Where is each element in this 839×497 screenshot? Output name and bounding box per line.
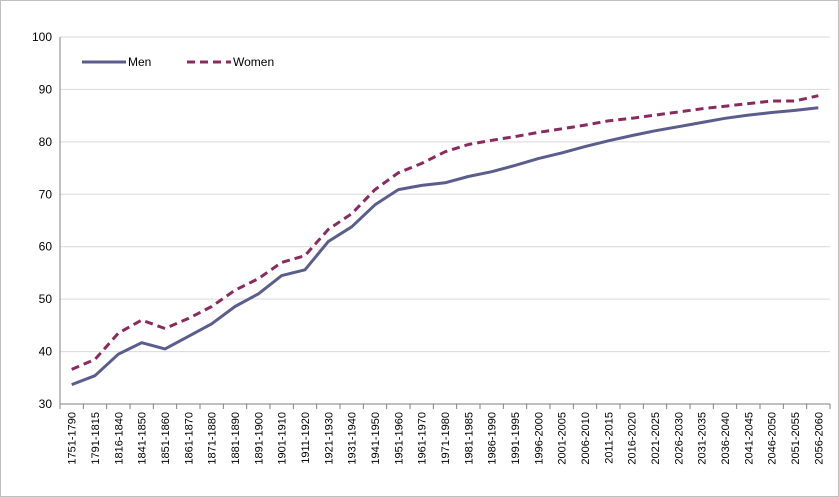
x-tick-label: 2046-2050 xyxy=(767,412,779,465)
legend-label-women: Women xyxy=(233,55,274,69)
axes xyxy=(59,37,831,409)
x-tick-label: 1971-1980 xyxy=(440,412,452,465)
x-tick-label: 2021-2025 xyxy=(650,412,662,465)
y-tick-labels: 30 40 50 60 70 80 90 100 xyxy=(32,30,52,411)
y-tick-label: 70 xyxy=(39,187,53,201)
x-tick-label: 2016-2020 xyxy=(627,412,639,465)
x-tick-label: 1816-1840 xyxy=(113,412,125,465)
x-tick-label: 1941-1950 xyxy=(370,412,382,465)
x-tick-label: 1881-1890 xyxy=(230,412,242,465)
x-tick-label: 1981-1985 xyxy=(463,412,475,465)
x-tick-label: 1996-2000 xyxy=(533,412,545,465)
x-tick-label: 2051-2055 xyxy=(790,412,802,465)
x-tick-label: 2031-2035 xyxy=(697,412,709,465)
y-tick-label: 40 xyxy=(39,345,53,359)
legend: Men Women xyxy=(82,55,274,69)
gridlines xyxy=(60,36,830,353)
y-tick-label: 50 xyxy=(39,292,53,306)
legend-label-men: Men xyxy=(128,55,151,69)
x-tick-label: 1986-1990 xyxy=(487,412,499,465)
x-tick-label: 1921-1930 xyxy=(323,412,335,465)
y-tick-label: 100 xyxy=(32,30,52,44)
x-tick-label: 1951-1960 xyxy=(393,412,405,465)
series-lines xyxy=(71,94,819,387)
x-tick-label: 1861-1870 xyxy=(183,412,195,465)
x-tick-label: 2011-2015 xyxy=(603,412,615,464)
x-tick-label: 2006-2010 xyxy=(580,412,592,465)
y-tick-label: 80 xyxy=(39,135,53,149)
series-line-men xyxy=(71,106,819,387)
x-tick-label: 1931-1940 xyxy=(347,412,359,465)
x-tick-label: 1871-1880 xyxy=(207,412,219,465)
x-tick-labels: 1751-1790 1791-1815 1816-1840 1841-1850 1851… xyxy=(67,412,826,465)
x-tick-label: 1851-1860 xyxy=(160,412,172,465)
x-tick-label: 1991-1995 xyxy=(510,412,522,465)
x-tick-label: 1911-1920 xyxy=(300,412,312,464)
x-tick-label: 1791-1815 xyxy=(90,412,102,465)
y-tick-label: 30 xyxy=(39,397,53,411)
x-tick-label: 1891-1900 xyxy=(253,412,265,465)
series-line-women xyxy=(71,94,819,371)
x-tick-label: 2041-2045 xyxy=(743,412,755,465)
x-tick-label: 1961-1970 xyxy=(417,412,429,465)
x-tick-label: 2036-2040 xyxy=(720,412,732,465)
x-tick-label: 1751-1790 xyxy=(67,412,79,465)
x-tick-label: 2001-2005 xyxy=(557,412,569,465)
x-tick-label: 2056-2060 xyxy=(813,412,825,465)
y-tick-label: 90 xyxy=(39,82,53,96)
x-tick-label: 1841-1850 xyxy=(137,412,149,465)
y-tick-label: 60 xyxy=(39,240,53,254)
x-tick-label: 2026-2030 xyxy=(673,412,685,465)
x-tick-label: 1901-1910 xyxy=(277,412,289,465)
